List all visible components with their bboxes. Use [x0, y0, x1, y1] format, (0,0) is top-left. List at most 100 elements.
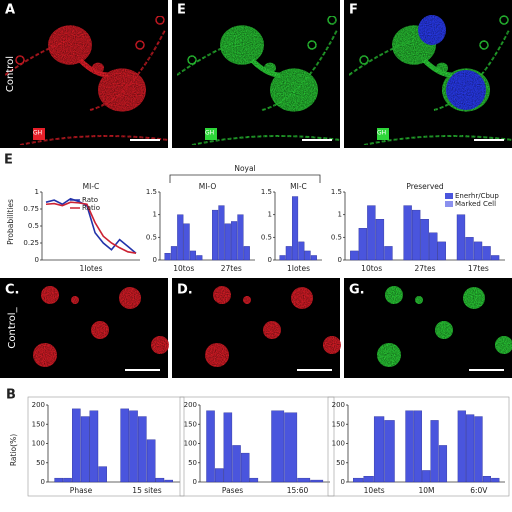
bar	[183, 223, 190, 261]
bar	[456, 214, 466, 261]
bar	[375, 218, 385, 261]
y-tick-label: 150	[32, 420, 45, 428]
cell	[385, 286, 403, 304]
bar	[155, 477, 165, 483]
bar	[223, 412, 233, 483]
side-label: Control	[5, 56, 16, 92]
panel-label: D.	[177, 283, 193, 298]
bar	[63, 477, 72, 483]
bar	[473, 241, 483, 261]
bar	[297, 477, 311, 483]
bar	[420, 218, 429, 261]
legend-swatch	[445, 193, 453, 199]
chart-frame	[179, 396, 335, 497]
y-tick-label: 100	[184, 440, 197, 448]
bar	[189, 250, 197, 261]
panel-label: G.	[349, 283, 365, 298]
cell	[119, 287, 141, 309]
panel-bg	[0, 278, 168, 378]
bar	[353, 477, 364, 483]
y-tick-label: 100	[32, 440, 45, 448]
bar	[279, 255, 286, 261]
bar	[430, 420, 439, 483]
small-cell	[479, 40, 489, 50]
cells	[348, 15, 512, 146]
bar	[177, 214, 184, 261]
bar	[482, 246, 491, 261]
bar	[310, 479, 324, 483]
legend-swatch	[445, 201, 453, 207]
group-label: Noyal	[234, 164, 255, 173]
bar	[384, 246, 393, 261]
channel-label: GH	[205, 130, 214, 137]
panel-bg	[344, 278, 512, 378]
y-tick-label: 0.75	[23, 205, 39, 213]
cell	[205, 343, 229, 367]
cell-bridge	[78, 58, 109, 78]
cell	[213, 286, 231, 304]
x-label: 1Iotes	[79, 264, 102, 273]
legend-label: Enerhr/Cbup	[455, 192, 499, 200]
y-tick-label: 200	[184, 401, 197, 409]
y-tick-label: 0.5	[146, 233, 157, 241]
panel-label: C.	[5, 283, 19, 298]
y-label: Ratio(%)	[9, 434, 18, 466]
panel-label: B	[6, 388, 16, 403]
image-panel: C.	[0, 278, 169, 378]
bar	[304, 250, 311, 261]
cells	[4, 15, 169, 146]
y-tick-label: 1	[338, 211, 342, 219]
line-series	[45, 201, 137, 254]
bar	[164, 479, 174, 483]
y-tick-label: 50	[336, 459, 345, 467]
cell	[48, 25, 92, 65]
bar	[412, 209, 421, 261]
cell	[291, 287, 313, 309]
bar	[218, 205, 225, 261]
group-bracket	[169, 174, 321, 183]
image-panel: A GH	[0, 0, 169, 148]
bar	[298, 241, 305, 261]
bar	[405, 410, 414, 483]
bar	[367, 205, 376, 261]
small-cell	[359, 55, 369, 65]
y-tick-label: 150	[184, 420, 197, 428]
bar	[422, 470, 431, 483]
y-tick-label: 50	[188, 459, 197, 467]
y-tick-label: 0	[338, 256, 342, 264]
bar	[285, 246, 292, 261]
chart-title: MI-O	[199, 182, 217, 191]
channel-swatch	[377, 128, 389, 140]
y-tick-label: 1	[35, 188, 39, 196]
small-cell	[499, 15, 509, 25]
panel-label: E	[4, 153, 13, 168]
nucleus	[418, 15, 446, 45]
bar	[491, 477, 500, 483]
cell	[71, 296, 79, 304]
legend-label: Marked Cell	[455, 200, 496, 208]
bar	[80, 416, 90, 483]
y-label: Probabilities	[6, 199, 15, 245]
channel-label: GH	[377, 130, 386, 137]
y-tick-label: 1.5	[261, 188, 272, 196]
small-cell	[327, 15, 337, 25]
cells	[176, 15, 341, 146]
bar	[403, 205, 412, 261]
small-cell	[307, 40, 317, 50]
bar	[350, 250, 359, 261]
x-tick-label: 1Iotes	[287, 264, 310, 273]
y-tick-label: 200	[32, 401, 45, 409]
bar	[373, 416, 385, 483]
chart-title: MI-C	[290, 182, 307, 191]
x-tick-label: 15 sites	[132, 486, 161, 495]
channel-swatch	[205, 128, 217, 140]
bar	[384, 420, 395, 483]
chart-title: MI-C	[83, 182, 100, 191]
x-tick-label: 17tes	[468, 264, 489, 273]
y-tick-label: 1.5	[146, 188, 157, 196]
panel-bg	[172, 278, 340, 378]
x-tick-label: Pases	[222, 486, 243, 495]
bar	[363, 476, 374, 483]
bar	[413, 410, 422, 483]
